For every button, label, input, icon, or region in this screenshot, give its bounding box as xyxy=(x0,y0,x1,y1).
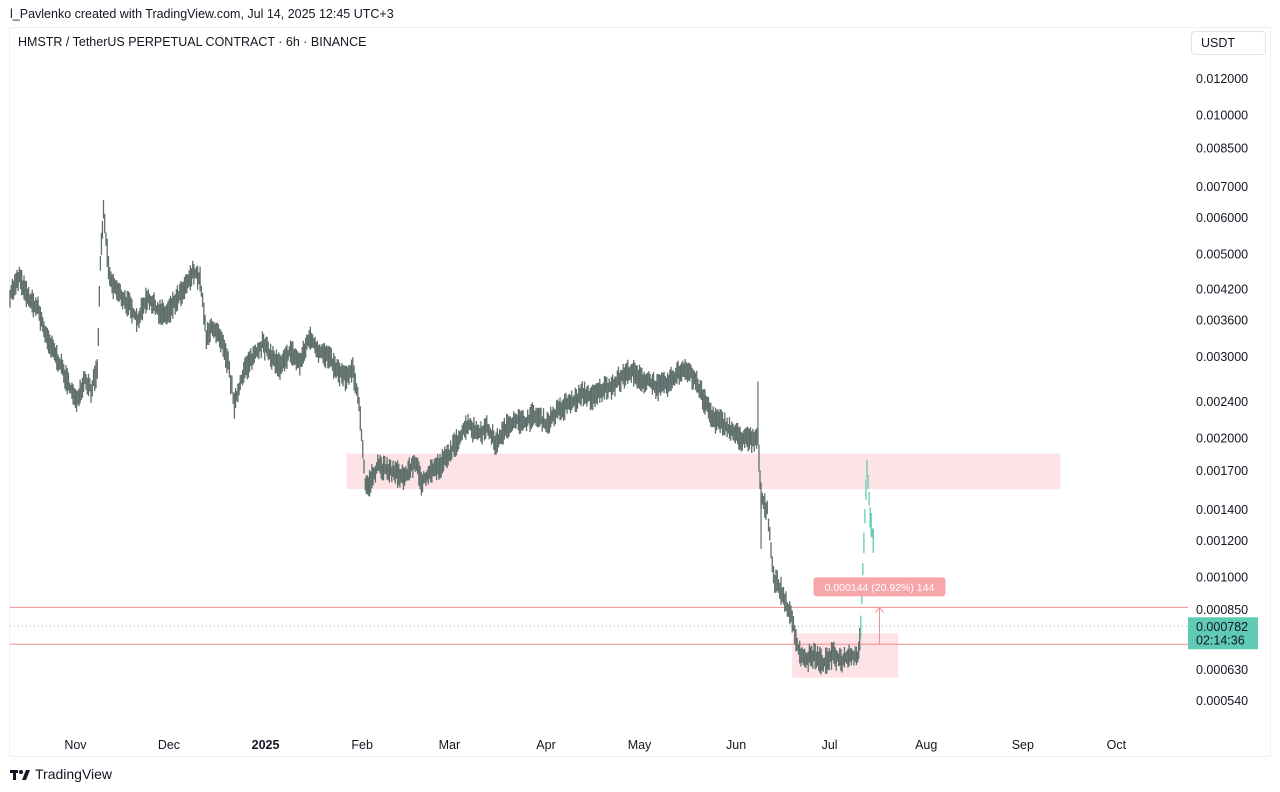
y-tick-label: 0.003600 xyxy=(1196,314,1248,328)
x-tick-label: Mar xyxy=(439,738,461,752)
x-tick-label: Sep xyxy=(1012,738,1034,752)
tradingview-logo[interactable]: TradingView xyxy=(10,766,112,782)
x-tick-label: Jun xyxy=(726,738,746,752)
x-tick-label: Oct xyxy=(1107,738,1127,752)
time-axis: Nov Dec 2025 Feb Mar Apr May Jun Jul Aug Sep Oct xyxy=(64,738,1126,752)
x-tick-label: 2025 xyxy=(252,738,280,752)
measure-arrow-icon xyxy=(875,606,884,613)
y-tick-label: 0.008500 xyxy=(1196,141,1248,155)
y-tick-label: 0.002400 xyxy=(1196,395,1248,409)
y-tick-label: 0.003000 xyxy=(1196,350,1248,364)
currency-selector[interactable]: USDT xyxy=(1191,31,1266,55)
y-tick-label: 0.000850 xyxy=(1196,603,1248,617)
measure-label-bg xyxy=(813,577,946,597)
x-tick-label: Nov xyxy=(64,738,87,752)
created-with-note: l_Pavlenko created with TradingView.com,… xyxy=(10,7,394,21)
y-tick-label: 0.000630 xyxy=(1196,663,1248,677)
x-tick-label: Apr xyxy=(536,738,555,752)
zone-rect-1 xyxy=(346,453,1061,490)
measure-label: 0.000144 (20.92%) 144 xyxy=(825,582,935,594)
last-price-badge xyxy=(1188,617,1258,650)
x-tick-label: Jul xyxy=(822,738,838,752)
y-tick-label: 0.001200 xyxy=(1196,534,1248,548)
symbol-title[interactable]: HMSTR / TetherUS PERPETUAL CONTRACT · 6h… xyxy=(18,35,367,49)
last-price-label: 0.000782 xyxy=(1196,620,1248,634)
x-tick-label: Dec xyxy=(158,738,180,752)
y-tick-label: 0.012000 xyxy=(1196,72,1248,86)
price-series xyxy=(9,199,874,675)
levels-layer xyxy=(10,606,1188,645)
tradingview-logo-icon xyxy=(10,768,30,780)
y-tick-label: 0.001400 xyxy=(1196,503,1248,517)
y-tick-label: 0.000540 xyxy=(1196,694,1248,708)
y-tick-label: 0.001700 xyxy=(1196,464,1248,478)
x-tick-label: Aug xyxy=(915,738,937,752)
y-tick-label: 0.004200 xyxy=(1196,283,1248,297)
measurement-tool: 0.000144 (20.92%) 144 xyxy=(813,577,946,645)
x-tick-label: Feb xyxy=(351,738,373,752)
y-tick-label: 0.005000 xyxy=(1196,248,1248,262)
countdown-label: 02:14:36 xyxy=(1196,633,1245,647)
x-tick-label: May xyxy=(628,738,652,752)
y-tick-label: 0.006000 xyxy=(1196,211,1248,225)
y-tick-label: 0.001000 xyxy=(1196,570,1248,584)
y-tick-label: 0.002000 xyxy=(1196,431,1248,445)
chart-frame[interactable] xyxy=(9,27,1271,757)
price-axis: 0.012000 0.010000 0.008500 0.007000 0.006000… xyxy=(1188,72,1258,708)
y-tick-label: 0.007000 xyxy=(1196,180,1248,194)
tradingview-wordmark: TradingView xyxy=(35,766,113,782)
zones-layer xyxy=(346,453,1061,678)
y-tick-label: 0.010000 xyxy=(1196,109,1248,123)
